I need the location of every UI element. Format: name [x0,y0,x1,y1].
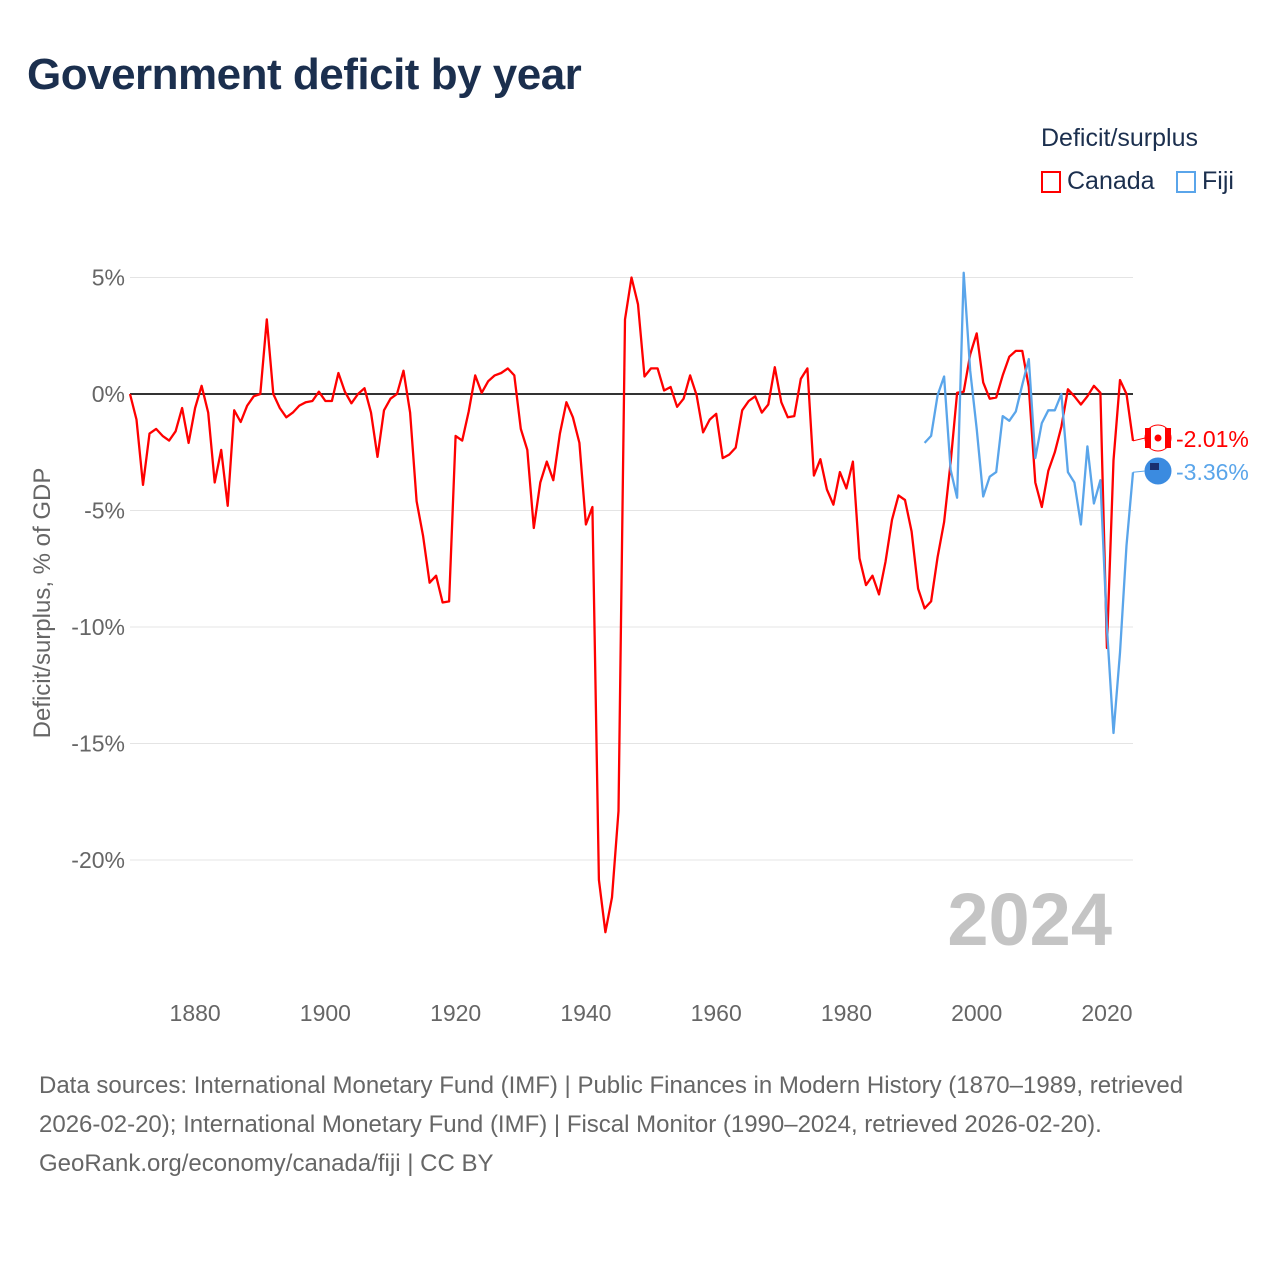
x-tick-label: 2000 [951,1000,1002,1026]
legend-swatch-canada [1041,170,1061,193]
legend-label-canada: Canada [1067,167,1155,195]
credit-link[interactable]: GeoRank.org/economy/canada/fiji | CC BY [39,1150,494,1177]
x-tick-label: 1980 [821,1000,872,1026]
x-tick-label: 1900 [300,1000,351,1026]
y-tick-label: 0% [92,381,125,407]
y-tick-label: -20% [71,847,125,873]
legend-title: Deficit/surplus [1041,124,1198,152]
x-tick-label: 1940 [560,1000,611,1026]
union-jack-icon [1150,463,1159,470]
y-tick-label: 5% [92,265,125,291]
end-connector [1132,470,1146,473]
legend-item-fiji[interactable]: Fiji [1176,167,1234,196]
end-label-fiji: -3.36% [1176,459,1249,485]
line-chart: 5% 0% -5% -10% -15% -20% 1880 1900 1920 1940 1960 1… [29,265,1249,1027]
legend-label-fiji: Fiji [1202,167,1234,195]
end-label-canada: -2.01% [1176,426,1249,452]
maple-leaf-icon [1154,434,1162,442]
y-tick-label: -10% [71,614,125,640]
chart-title: Government deficit by year [27,50,582,99]
series-line-canada [128,276,1135,934]
x-tick-label: 1920 [430,1000,481,1026]
year-watermark: 2024 [947,878,1112,961]
footer: Data sources: International Monetary Fun… [39,1066,1249,1183]
flag-band [1145,428,1151,448]
flag-icon-fiji [1144,457,1172,485]
series-line-fiji [923,271,1135,735]
legend-swatch-fiji [1176,170,1196,193]
legend-item-canada[interactable]: Canada [1041,167,1155,196]
x-tick-label: 1960 [691,1000,742,1026]
data-sources: Data sources: International Monetary Fun… [39,1072,1184,1138]
end-connector [1132,437,1146,442]
y-tick-label: -5% [84,498,125,524]
x-tick-label: 1880 [170,1000,221,1026]
flag-band [1165,428,1171,448]
x-tick-label: 2020 [1081,1000,1132,1026]
y-axis-label: Deficit/surplus, % of GDP [29,468,56,739]
y-tick-label: -15% [71,731,125,757]
